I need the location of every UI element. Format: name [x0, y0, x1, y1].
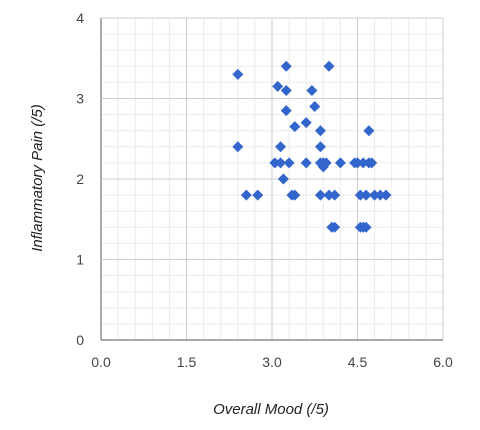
- data-point[interactable]: [283, 157, 295, 169]
- y-tick-label: 0: [76, 332, 84, 348]
- data-point[interactable]: [289, 189, 301, 201]
- data-point[interactable]: [232, 141, 244, 153]
- y-tick-label: 3: [76, 91, 84, 107]
- data-point[interactable]: [314, 141, 326, 153]
- data-point[interactable]: [300, 117, 312, 129]
- data-point[interactable]: [323, 60, 335, 72]
- data-point[interactable]: [334, 157, 346, 169]
- data-point[interactable]: [374, 189, 386, 201]
- data-point[interactable]: [354, 189, 366, 201]
- data-point[interactable]: [369, 189, 381, 201]
- data-point[interactable]: [352, 157, 363, 169]
- x-axis-tick-labels: 0.0 1.5 3.0 4.5 6.0: [91, 354, 453, 370]
- data-point[interactable]: [329, 221, 341, 233]
- major-gridlines: [100, 17, 444, 341]
- y-axis-title: Inflammatory Pain (/5): [29, 104, 46, 252]
- x-tick-label: 6.0: [433, 354, 453, 370]
- y-tick-label: 4: [76, 10, 84, 26]
- x-tick-label: 0.0: [91, 354, 111, 370]
- data-point[interactable]: [280, 60, 292, 72]
- data-point[interactable]: [252, 189, 264, 201]
- data-point[interactable]: [329, 189, 341, 201]
- data-point[interactable]: [289, 121, 301, 133]
- y-tick-label: 2: [76, 171, 84, 187]
- x-tick-label: 3.0: [262, 354, 282, 370]
- data-point[interactable]: [363, 125, 375, 137]
- data-point[interactable]: [314, 125, 326, 137]
- y-axis-tick-labels: 0 1 2 3 4: [76, 10, 84, 348]
- data-point[interactable]: [232, 68, 244, 80]
- data-point[interactable]: [323, 189, 335, 201]
- data-point[interactable]: [277, 173, 289, 185]
- data-point[interactable]: [360, 221, 372, 233]
- data-point[interactable]: [275, 157, 287, 169]
- data-point[interactable]: [269, 157, 281, 169]
- x-tick-label: 1.5: [177, 354, 197, 370]
- data-point[interactable]: [240, 189, 252, 201]
- x-axis-title: Overall Mood (/5): [213, 401, 329, 418]
- data-point[interactable]: [320, 157, 332, 169]
- data-point[interactable]: [272, 80, 284, 92]
- data-point[interactable]: [314, 189, 326, 201]
- data-point[interactable]: [306, 84, 318, 96]
- y-tick-label: 1: [76, 252, 84, 268]
- data-points: [232, 60, 392, 233]
- data-point[interactable]: [309, 101, 321, 113]
- x-tick-label: 4.5: [348, 354, 368, 370]
- data-point[interactable]: [366, 157, 378, 169]
- data-point[interactable]: [380, 189, 392, 201]
- data-point[interactable]: [300, 157, 312, 169]
- data-point[interactable]: [275, 141, 287, 153]
- data-point[interactable]: [360, 189, 372, 201]
- data-point[interactable]: [357, 157, 369, 169]
- data-point[interactable]: [280, 105, 292, 117]
- data-point[interactable]: [280, 84, 292, 96]
